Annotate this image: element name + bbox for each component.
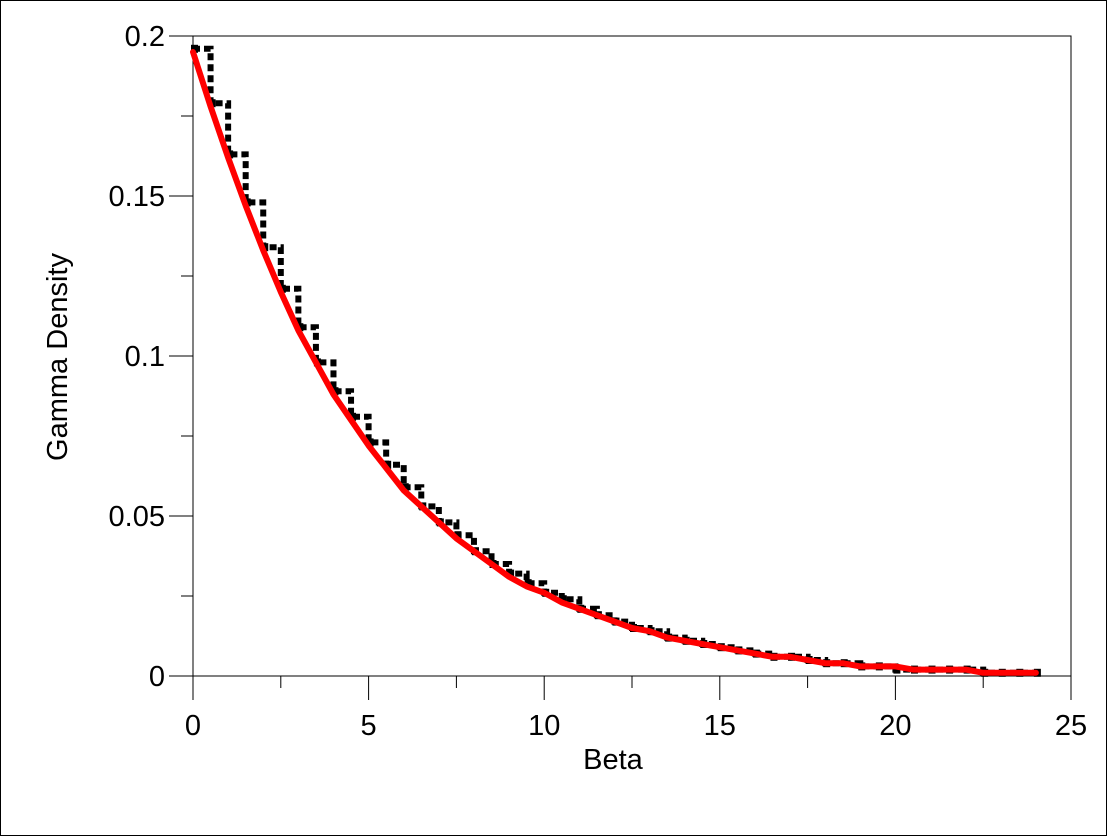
y-tick-label: 0.2 bbox=[125, 21, 165, 53]
y-axis-ticks: 0 0.05 0.1 0.15 0.2 bbox=[109, 21, 193, 693]
histogram-point bbox=[384, 460, 392, 469]
x-axis-ticks: 0 5 10 15 20 25 bbox=[185, 676, 1087, 742]
y-axis-label: Gamma Density bbox=[42, 253, 74, 461]
y-tick-label: 0.15 bbox=[109, 181, 165, 213]
y-tick-label: 0.05 bbox=[109, 501, 165, 533]
series-layer bbox=[190, 44, 1042, 677]
histogram-point bbox=[366, 438, 374, 447]
histogram-point bbox=[524, 579, 532, 588]
histogram-point bbox=[191, 44, 198, 53]
x-tick-label: 0 bbox=[185, 710, 201, 742]
x-tick-label: 20 bbox=[879, 710, 911, 742]
fitted-density-line bbox=[190, 49, 1039, 676]
plot-area-border bbox=[192, 35, 1072, 677]
histogram-point bbox=[401, 483, 409, 492]
histogram-point bbox=[349, 412, 357, 421]
y-tick-label: 0 bbox=[149, 661, 165, 693]
histogram-step-series bbox=[193, 45, 1042, 676]
x-tick-label: 5 bbox=[361, 710, 377, 742]
histogram-point bbox=[454, 531, 462, 540]
histogram-point bbox=[559, 595, 567, 604]
x-tick-label: 25 bbox=[1055, 710, 1087, 742]
x-tick-label: 10 bbox=[528, 710, 560, 742]
x-tick-label: 15 bbox=[704, 710, 736, 742]
x-axis-label: Beta bbox=[583, 744, 644, 776]
histogram-point bbox=[507, 569, 515, 578]
y-tick-label: 0.1 bbox=[125, 341, 165, 373]
